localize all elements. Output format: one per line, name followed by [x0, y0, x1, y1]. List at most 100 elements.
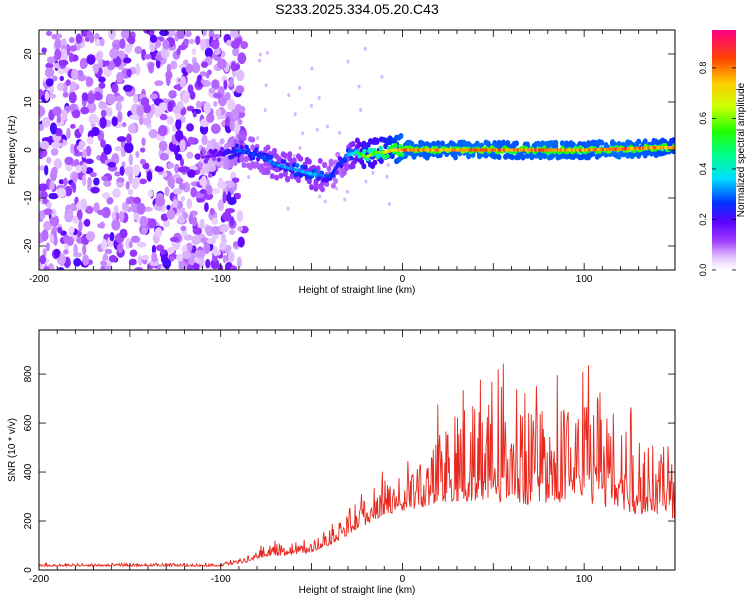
heatmap-cell	[46, 57, 56, 64]
heatmap-cell	[119, 165, 125, 176]
heatmap-cell	[132, 93, 139, 104]
heatmap-cell	[160, 48, 169, 59]
heatmap-cell	[84, 36, 90, 43]
heatmap-cell	[435, 140, 441, 147]
heatmap-cell	[184, 30, 192, 38]
heatmap-cell	[162, 39, 170, 50]
heatmap-cell	[113, 205, 119, 213]
heatmap-cell	[179, 139, 186, 152]
heatmap-cell	[205, 72, 210, 79]
heatmap-cell	[328, 158, 334, 165]
heatmap-cell	[155, 196, 166, 207]
heatmap-cell	[151, 252, 158, 263]
heatmap-cell	[69, 45, 77, 52]
heatmap-cell	[211, 156, 217, 162]
snr-xlabel: Height of straight line (km)	[299, 585, 416, 596]
heatmap-cell	[235, 37, 243, 44]
heatmap-cell	[192, 227, 203, 235]
heatmap-cell	[62, 91, 69, 98]
heatmap-cell	[75, 165, 82, 174]
heatmap-cell	[195, 35, 201, 46]
heatmap-cell	[309, 103, 313, 108]
heatmap-cell	[524, 141, 530, 148]
heatmap-cell	[81, 162, 87, 174]
heatmap-cell	[141, 226, 148, 235]
heatmap-cell	[167, 162, 175, 169]
colorbar-tick-label: 0.2	[698, 213, 708, 226]
heatmap-cell	[43, 220, 53, 231]
heatmap-cell	[39, 123, 45, 132]
heatmap-cell	[218, 223, 229, 233]
heatmap-cell	[204, 47, 213, 58]
heatmap-cell	[51, 33, 58, 40]
heatmap-cell	[104, 248, 113, 255]
heatmap-cell	[251, 155, 256, 161]
heatmap-cell	[346, 59, 350, 64]
heatmap-cell	[259, 52, 263, 57]
heatmap-cell	[285, 175, 291, 182]
heatmap-cell	[68, 226, 75, 234]
heatmap-cell	[199, 177, 207, 187]
heatmap-cell	[186, 123, 194, 132]
heatmap-cell	[553, 139, 559, 146]
x-tick-label: 100	[576, 574, 593, 585]
heatmap-cell	[154, 80, 164, 87]
heatmap-cell	[76, 145, 84, 151]
heatmap-cell	[116, 243, 124, 254]
heatmap-cell	[71, 109, 81, 119]
heatmap-cell	[49, 84, 54, 95]
heatmap-cell	[45, 242, 50, 252]
heatmap-cell	[175, 76, 181, 85]
heatmap-cell	[101, 238, 108, 251]
heatmap-cell	[136, 202, 146, 215]
heatmap-cell	[514, 140, 520, 147]
heatmap-cell	[672, 146, 675, 150]
heatmap-cell	[239, 144, 244, 150]
colorbar-tick-label: 0.6	[698, 112, 708, 125]
heatmap-cell	[48, 93, 57, 99]
heatmap-cell	[73, 243, 78, 256]
heatmap-cell	[219, 138, 225, 145]
heatmap-cell	[240, 41, 249, 50]
y-tick-label: 10	[23, 96, 34, 108]
x-tick-label: -100	[211, 574, 231, 585]
x-tick-label: -100	[211, 274, 231, 285]
heatmap-cell	[46, 156, 52, 164]
heatmap-cell	[243, 155, 249, 162]
heatmap-cell	[224, 92, 231, 101]
heatmap-cell	[76, 209, 83, 221]
heatmap-cell	[236, 256, 242, 268]
y-tick-label: -10	[23, 190, 34, 205]
heatmap-cell	[44, 91, 50, 102]
heatmap-cell	[124, 43, 133, 54]
heatmap-cell	[350, 163, 356, 170]
heatmap-cell	[200, 61, 209, 69]
heatmap-cell	[385, 174, 389, 179]
heatmap-cell	[211, 79, 220, 90]
heatmap-cell	[326, 165, 332, 172]
heatmap-cell	[191, 235, 201, 245]
heatmap-cell	[149, 34, 158, 43]
heatmap-cell	[82, 254, 90, 266]
heatmap-cell	[63, 249, 69, 255]
heatmap-cell	[282, 152, 288, 159]
heatmap-cell	[105, 107, 113, 117]
heatmap-cell	[48, 192, 59, 200]
y-tick-label: 0	[23, 567, 34, 573]
heatmap-cell	[376, 153, 382, 158]
heatmap-cell	[100, 109, 107, 118]
heatmap-cell	[78, 124, 84, 134]
heatmap-cell	[107, 161, 117, 168]
heatmap-cell	[188, 257, 195, 266]
heatmap-cell	[207, 172, 213, 179]
heatmap-cell	[93, 63, 99, 74]
heatmap-cell	[68, 91, 77, 104]
heatmap-cell	[81, 174, 87, 187]
heatmap-cell	[269, 173, 275, 180]
heatmap-cell	[217, 58, 227, 70]
heatmap-cell	[72, 215, 79, 224]
heatmap-cell	[39, 183, 48, 192]
heatmap-cell	[269, 154, 274, 160]
